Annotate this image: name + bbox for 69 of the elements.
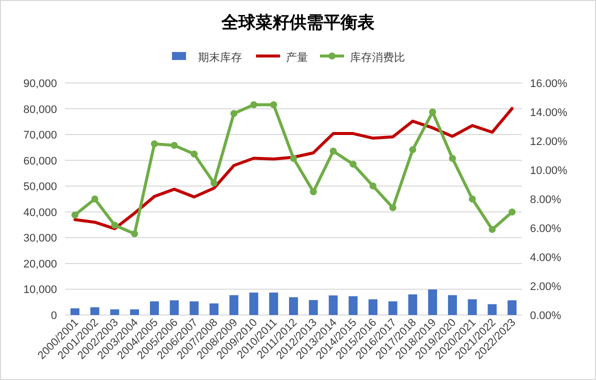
- bar: [210, 303, 218, 315]
- y-tick-label: 90,000: [23, 78, 57, 90]
- legend-label: 期末库存: [198, 51, 242, 64]
- y-tick-label: 60,000: [23, 155, 57, 168]
- y-tick-label: 70,000: [23, 130, 57, 142]
- bar: [308, 300, 318, 315]
- legend-label: 产量: [286, 51, 308, 64]
- y-tick-label: 0: [50, 310, 57, 322]
- bar: [90, 307, 100, 315]
- point: [330, 148, 337, 155]
- bar: [170, 300, 179, 315]
- point: [111, 222, 118, 229]
- y2-tick-label: 2.00%: [530, 281, 562, 293]
- bar: [269, 292, 278, 315]
- bar: [289, 297, 298, 315]
- point: [350, 160, 357, 168]
- point: [91, 196, 98, 202]
- bar: [249, 292, 258, 315]
- point: [250, 101, 258, 108]
- bar: [468, 299, 477, 315]
- point: [369, 182, 376, 190]
- y-tick-label: 30,000: [23, 232, 57, 245]
- y-tick-label: 10,000: [23, 284, 57, 296]
- point: [190, 150, 198, 158]
- y-tick-label: 80,000: [23, 104, 57, 116]
- point: [389, 204, 396, 212]
- y-tick-label: 50,000: [23, 181, 57, 194]
- bar: [190, 301, 199, 315]
- point: [230, 110, 238, 117]
- bar: [408, 294, 418, 315]
- point: [409, 146, 416, 154]
- point: [210, 180, 218, 187]
- y2-tick-label: 0.00%: [530, 310, 562, 322]
- y2-tick-label: 10.00%: [530, 165, 568, 177]
- y2-tick-label: 12.00%: [530, 136, 568, 148]
- bar: [508, 300, 517, 315]
- bar: [328, 295, 338, 315]
- point: [429, 108, 436, 116]
- point: [468, 196, 476, 202]
- y2-tick-label: 14.00%: [530, 107, 568, 119]
- point: [131, 230, 138, 238]
- bar: [488, 304, 497, 315]
- legend-label: 库存消费比: [350, 51, 405, 64]
- y-tick-label: 20,000: [23, 258, 57, 270]
- point: [448, 154, 456, 162]
- y-tick-label: 40,000: [23, 206, 57, 219]
- y2-tick-label: 8.00%: [530, 194, 562, 206]
- bar: [110, 309, 120, 315]
- y2-tick-label: 4.00%: [530, 252, 562, 264]
- bar: [150, 301, 159, 315]
- bar: [428, 289, 438, 315]
- point: [150, 140, 158, 148]
- point: [71, 211, 78, 218]
- point: [508, 208, 516, 216]
- bar: [448, 295, 457, 315]
- bar: [70, 308, 80, 315]
- chart-title: 全球菜籽供需平衡表: [220, 13, 376, 32]
- bar: [348, 296, 358, 315]
- point: [310, 188, 317, 196]
- point: [488, 226, 496, 233]
- bar: [130, 309, 140, 315]
- point: [170, 142, 178, 149]
- y2-tick-label: 16.00%: [530, 78, 568, 90]
- bar: [229, 295, 238, 315]
- point: [270, 101, 278, 108]
- bar: [368, 299, 378, 315]
- y2-tick-label: 6.00%: [530, 223, 562, 235]
- point: [290, 154, 297, 162]
- bar: [388, 301, 398, 315]
